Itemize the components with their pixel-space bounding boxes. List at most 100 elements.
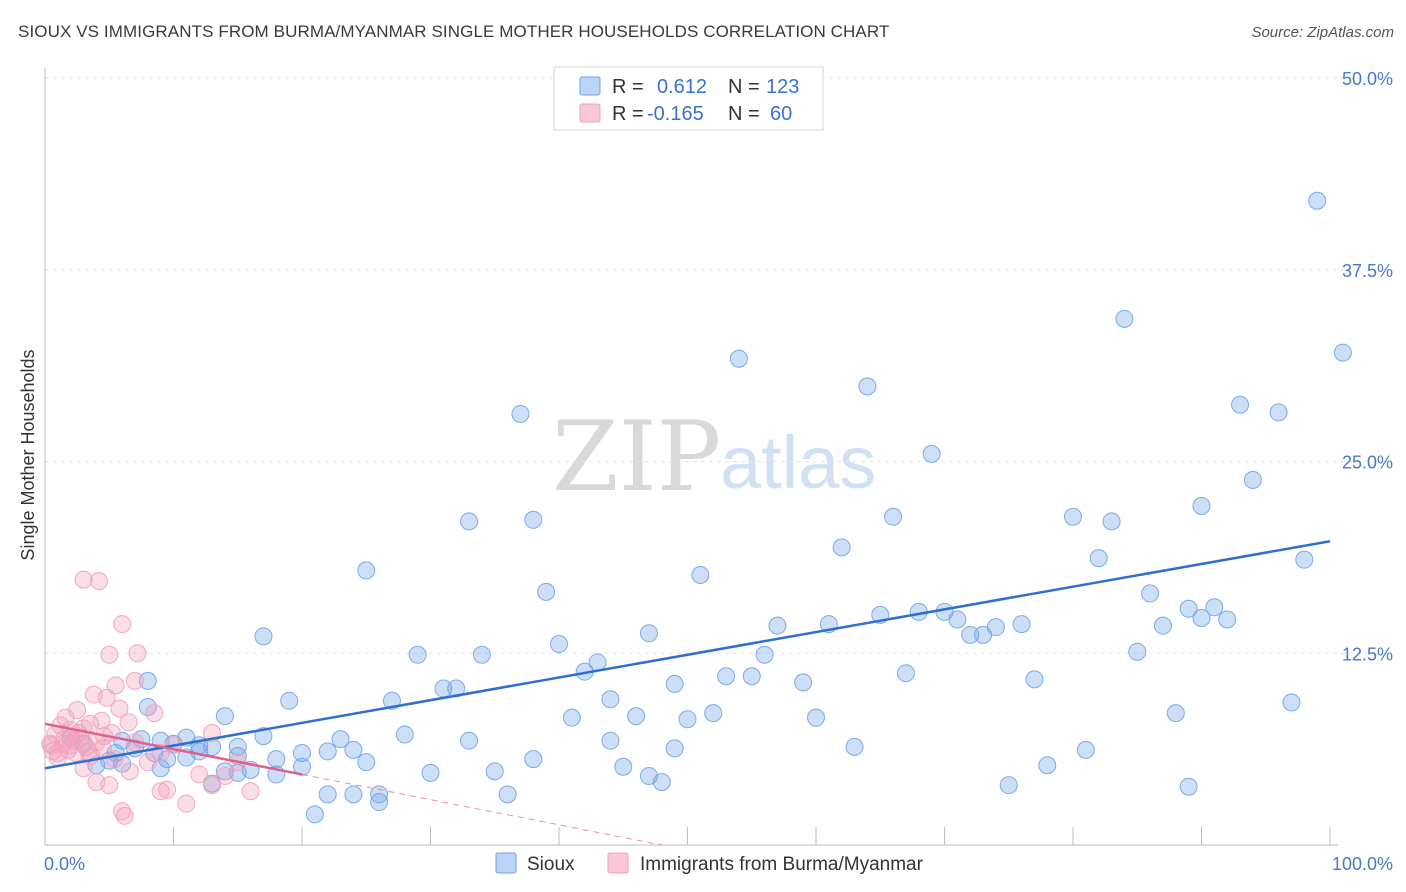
sioux-point-94 [1038,756,1057,775]
sioux-point-29 [293,743,311,762]
sioux-point-75 [794,673,813,692]
sioux-point-106 [1192,608,1211,627]
burma-point-19 [97,688,116,707]
legend-r-label-1: R = [612,76,644,98]
sioux-point-50 [511,404,530,423]
watermark-zip: ZIP [552,401,721,513]
sioux-point-63 [639,624,658,643]
burma-point-53 [74,719,93,738]
sioux-point-30 [305,805,324,824]
sioux-point-58 [601,731,620,750]
sioux-point-24 [254,727,273,746]
sioux-point-60 [614,757,633,776]
burma-point-32 [138,753,157,772]
sioux-point-73 [755,645,774,664]
sioux-point-35 [357,561,376,580]
sioux-point-116 [1333,343,1352,362]
sioux-point-98 [1102,512,1121,531]
sioux-point-102 [1153,616,1172,635]
sioux-point-45 [460,512,479,531]
sioux-point-67 [678,710,697,729]
burma-point-39 [190,765,209,784]
sioux-point-40 [395,725,414,744]
source-credit: Source: ZipAtlas.com [1251,24,1394,41]
burma-point-29 [125,671,144,690]
burma-trend-line [44,722,303,776]
legend-n-value-1: 123 [766,76,799,98]
sioux-point-36 [357,753,376,772]
series-legend: Sioux Immigrants from Burma/Myanmar [495,852,924,875]
sioux-point-27 [280,691,299,710]
sioux-point-28 [293,757,311,776]
legend-n-value-2: 60 [770,103,792,125]
burma-trend-extension [301,773,662,846]
sioux-point-85 [922,444,941,463]
sioux-point-105 [1179,777,1198,796]
sioux-point-19 [215,707,234,726]
sioux-point-33 [344,785,363,804]
axes [44,68,1338,846]
watermark-atlas: atlas [720,421,876,504]
legend-swatch-sioux [579,76,601,96]
trend-lines [44,540,1331,846]
sioux-point-46 [460,731,479,750]
series-legend-swatch-sioux [495,852,517,874]
chart-title: SIOUX VS IMMIGRANTS FROM BURMA/MYANMAR S… [18,22,890,41]
burma-point-31 [128,644,147,663]
sioux-point-90 [986,618,1005,637]
burma-point-56 [66,743,85,762]
sioux-point-95 [1064,507,1082,526]
burma-point-59 [120,762,139,781]
sioux-point-61 [627,707,646,726]
gridlines [45,77,1390,654]
sioux-point-49 [498,785,517,804]
sioux-point-112 [1269,403,1288,422]
sioux-point-107 [1192,496,1211,515]
x-tick-label-1: 100.0% [1332,854,1393,874]
sioux-point-114 [1295,550,1314,569]
sioux-point-74 [768,616,787,635]
burma-point-44 [241,782,260,801]
sioux-point-108 [1205,598,1224,617]
sioux-point-18 [215,762,234,781]
sioux-point-78 [832,538,851,557]
sioux-point-48 [485,762,504,781]
burma-point-54 [41,734,60,753]
sioux-point-96 [1076,740,1095,759]
sioux-point-69 [704,704,723,723]
sioux-point-51 [524,750,543,769]
stats-legend: R = 0.612 N = 123 R = -0.165 N = 60 [553,66,824,131]
sioux-point-70 [717,667,736,686]
sioux-point-83 [896,664,915,683]
sioux-point-71 [729,349,748,368]
sioux-point-44 [447,679,466,698]
burma-point-17 [89,572,108,591]
legend-n-label-2: N = [728,103,760,125]
sioux-point-72 [742,667,761,686]
legend-r-value-1: 0.612 [657,76,707,98]
sioux-point-41 [408,645,427,664]
burma-point-42 [215,766,234,785]
burma-point-21 [100,645,119,664]
legend-r-label-2: R = [612,103,644,125]
sioux-point-103 [1166,704,1185,723]
y-axis-label: Single Mother Households [18,349,38,560]
sioux-point-32 [331,730,350,749]
sioux-point-23 [254,627,273,646]
burma-point-28 [119,713,138,732]
sioux-point-82 [884,507,903,526]
burma-points [41,570,260,825]
sioux-point-88 [961,625,980,644]
burma-point-49 [92,711,111,730]
series-legend-label-sioux: Sioux [527,854,575,875]
sioux-point-111 [1243,470,1262,489]
sioux-point-65 [665,674,684,693]
legend-n-label-1: N = [728,76,760,98]
sioux-trend-line [44,540,1331,770]
sioux-point-109 [1218,610,1237,629]
sioux-point-92 [1012,615,1031,634]
burma-point-55 [56,708,75,727]
burma-point-36 [158,780,177,799]
sioux-point-31 [318,785,337,804]
